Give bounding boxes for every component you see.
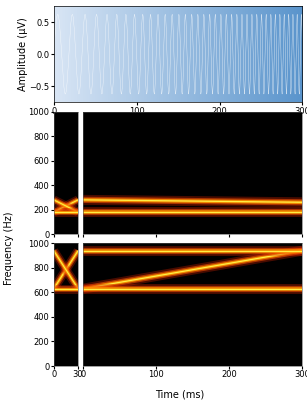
Text: Frequency (Hz): Frequency (Hz) <box>4 211 14 285</box>
Y-axis label: Amplitude (μV): Amplitude (μV) <box>18 17 28 91</box>
X-axis label: Time (ms): Time (ms) <box>154 117 203 127</box>
Text: Time (ms): Time (ms) <box>155 390 204 400</box>
